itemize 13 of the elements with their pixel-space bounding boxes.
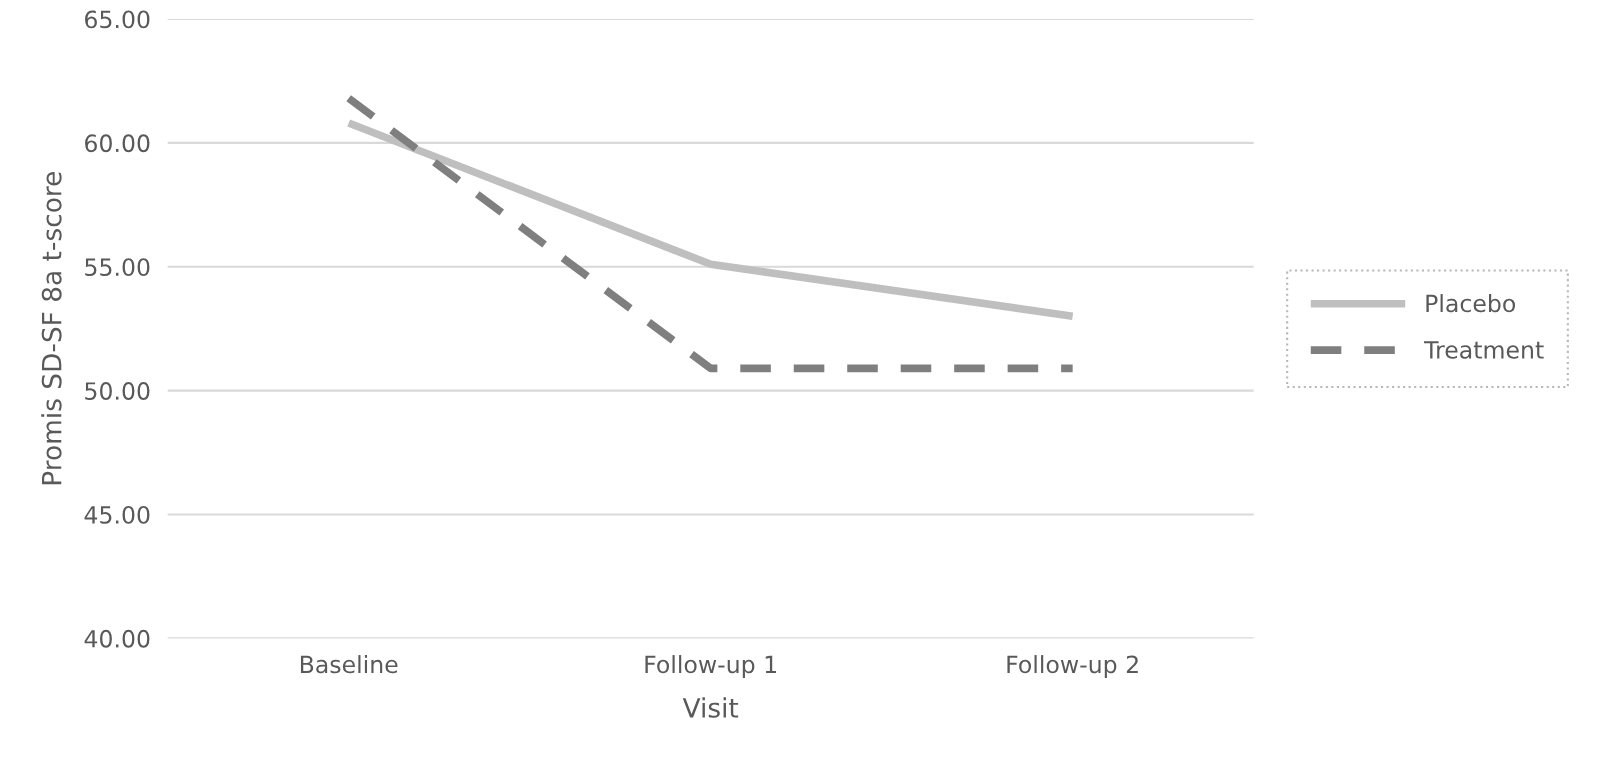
x-tick-label: Follow-up 1 (645, 655, 777, 678)
x-tick-label: Baseline (300, 655, 398, 674)
y-tick-label: 65.00 (85, 10, 150, 29)
legend-label: Placebo (1426, 294, 1516, 313)
y-tick-label: 40.00 (84, 629, 150, 648)
y-tick-label: 45.00 (84, 505, 150, 524)
y-tick-label: 55.00 (85, 258, 150, 277)
y-tick-label: 50.00 (85, 382, 150, 400)
y-axis-title: Promis SD-SF 8a t-score (41, 172, 62, 485)
y-tick-label: 60.00 (85, 134, 150, 153)
legend-label: Treatment (1424, 341, 1544, 359)
x-axis-title: Visit (682, 697, 739, 718)
x-tick-label: Follow-up 2 (1007, 655, 1138, 678)
